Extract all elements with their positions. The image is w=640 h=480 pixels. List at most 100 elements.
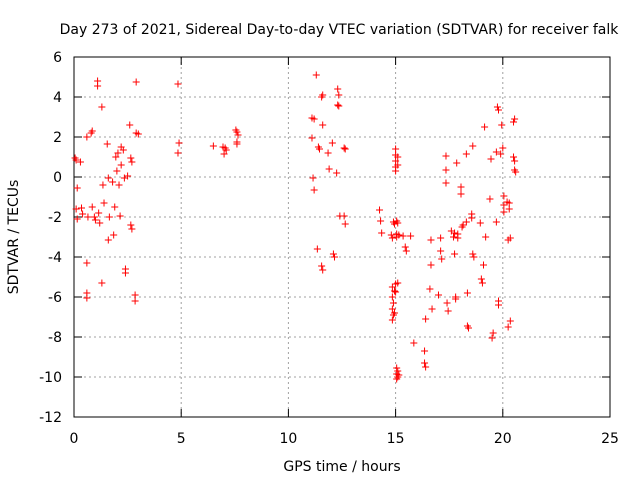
data-point xyxy=(104,174,112,182)
data-point xyxy=(72,205,80,213)
data-point xyxy=(399,232,407,240)
data-point xyxy=(341,145,349,153)
data-point xyxy=(469,142,477,150)
data-point xyxy=(220,150,228,158)
data-point xyxy=(511,115,519,123)
y-tick-label: -4 xyxy=(48,250,62,266)
data-point xyxy=(313,245,321,253)
data-point xyxy=(109,178,117,186)
data-point xyxy=(312,71,320,79)
plot-frame xyxy=(73,56,611,418)
data-point xyxy=(83,294,91,302)
data-point xyxy=(95,209,103,217)
data-points xyxy=(71,71,520,383)
data-point xyxy=(402,247,410,255)
data-point xyxy=(388,305,396,313)
data-point xyxy=(111,203,119,211)
data-point xyxy=(468,210,476,218)
y-tick-label: 2 xyxy=(53,130,62,146)
data-point xyxy=(427,261,435,269)
data-point xyxy=(72,156,80,164)
data-point xyxy=(340,212,348,220)
data-point xyxy=(504,323,512,331)
data-point xyxy=(318,262,326,270)
data-point xyxy=(488,334,496,342)
data-point xyxy=(481,123,489,131)
data-point xyxy=(73,215,81,223)
data-point xyxy=(394,279,402,287)
data-point xyxy=(511,157,519,165)
data-point xyxy=(395,371,403,379)
data-point xyxy=(105,213,113,221)
data-point xyxy=(325,165,333,173)
data-point xyxy=(115,181,123,189)
data-point xyxy=(463,289,471,297)
data-point xyxy=(392,157,400,165)
data-point xyxy=(96,219,104,227)
data-point xyxy=(88,127,96,135)
data-point xyxy=(233,140,241,148)
data-point xyxy=(114,149,122,157)
data-point xyxy=(234,131,242,139)
data-point xyxy=(132,78,140,86)
data-point xyxy=(482,233,490,241)
data-point xyxy=(94,82,102,90)
data-point xyxy=(209,142,217,150)
data-point xyxy=(309,174,317,182)
data-point xyxy=(395,231,403,239)
data-point xyxy=(492,148,500,156)
data-point xyxy=(486,195,494,203)
data-point xyxy=(498,121,506,129)
data-point xyxy=(83,133,91,141)
data-point xyxy=(478,279,486,287)
data-point xyxy=(500,192,508,200)
data-point xyxy=(512,168,520,176)
data-point xyxy=(500,201,508,209)
data-point xyxy=(335,102,343,110)
data-point xyxy=(389,299,397,307)
data-point xyxy=(421,347,429,355)
data-point xyxy=(100,199,108,207)
data-point xyxy=(451,229,459,237)
data-point xyxy=(443,299,451,307)
data-point xyxy=(84,213,92,221)
y-tick-label: -6 xyxy=(48,290,62,306)
x-tick-label: 10 xyxy=(279,431,297,447)
data-point xyxy=(487,155,495,163)
data-point xyxy=(438,255,446,263)
data-point xyxy=(222,146,230,154)
data-point xyxy=(499,144,507,152)
data-point xyxy=(340,144,348,152)
data-point xyxy=(91,216,99,224)
data-point xyxy=(377,217,385,225)
data-point xyxy=(134,130,142,138)
data-point xyxy=(451,250,459,258)
data-point xyxy=(392,145,400,153)
data-point xyxy=(407,232,415,240)
data-point xyxy=(391,309,399,317)
data-point xyxy=(131,297,139,305)
data-point xyxy=(98,103,106,111)
data-point xyxy=(328,139,336,147)
data-point xyxy=(341,220,349,228)
data-point xyxy=(454,230,462,238)
data-point xyxy=(131,291,139,299)
data-point xyxy=(308,134,316,142)
data-point xyxy=(437,247,445,255)
data-point xyxy=(480,261,488,269)
data-point xyxy=(128,158,136,166)
data-point xyxy=(442,166,450,174)
data-point xyxy=(388,293,396,301)
data-point xyxy=(324,149,332,157)
data-point xyxy=(376,206,384,214)
data-point xyxy=(113,167,121,175)
data-point xyxy=(394,161,402,169)
data-point xyxy=(329,250,337,258)
data-point xyxy=(388,234,396,242)
data-point xyxy=(506,317,514,325)
y-axis-ticks: -12 -10 -8 -6 -4 -2 0 2 4 6 xyxy=(39,50,610,426)
data-point xyxy=(175,139,183,147)
x-tick-label: 15 xyxy=(387,431,405,447)
data-point xyxy=(174,149,182,157)
data-point xyxy=(121,269,129,277)
